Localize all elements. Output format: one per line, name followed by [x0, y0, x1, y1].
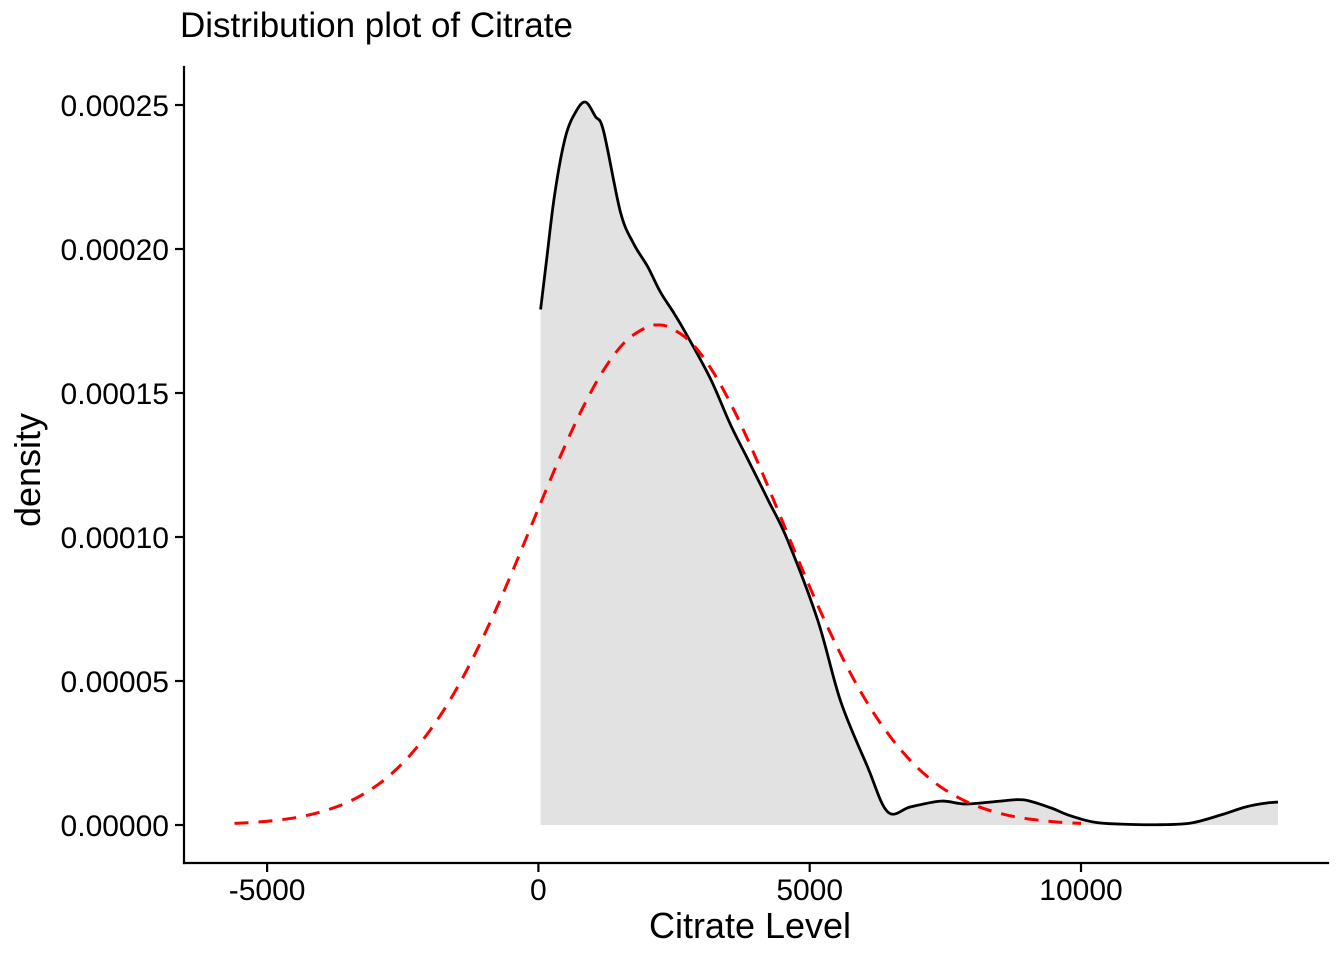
y-tick-label: 0.00000	[61, 810, 169, 843]
x-tick-label: 10000	[1039, 874, 1122, 907]
y-tick-label: 0.00020	[61, 234, 169, 267]
normal-overlay-curve	[234, 323, 1082, 825]
y-tick-label: 0.00010	[61, 522, 169, 555]
citrate-density-area-fill	[540, 101, 1278, 826]
y-axis-title: density	[7, 412, 48, 528]
plot-title: Distribution plot of Citrate	[180, 6, 573, 45]
x-tick-label: -5000	[229, 874, 306, 907]
y-tick-label: 0.00015	[61, 378, 169, 411]
y-tick-label: 0.00025	[61, 90, 169, 123]
x-tick-label: 0	[530, 874, 547, 907]
y-tick-label: 0.00005	[61, 666, 169, 699]
x-tick-label: 5000	[776, 874, 843, 907]
x-axis-title: Citrate Level	[648, 905, 852, 946]
citrate-density-curve	[539, 100, 1279, 827]
